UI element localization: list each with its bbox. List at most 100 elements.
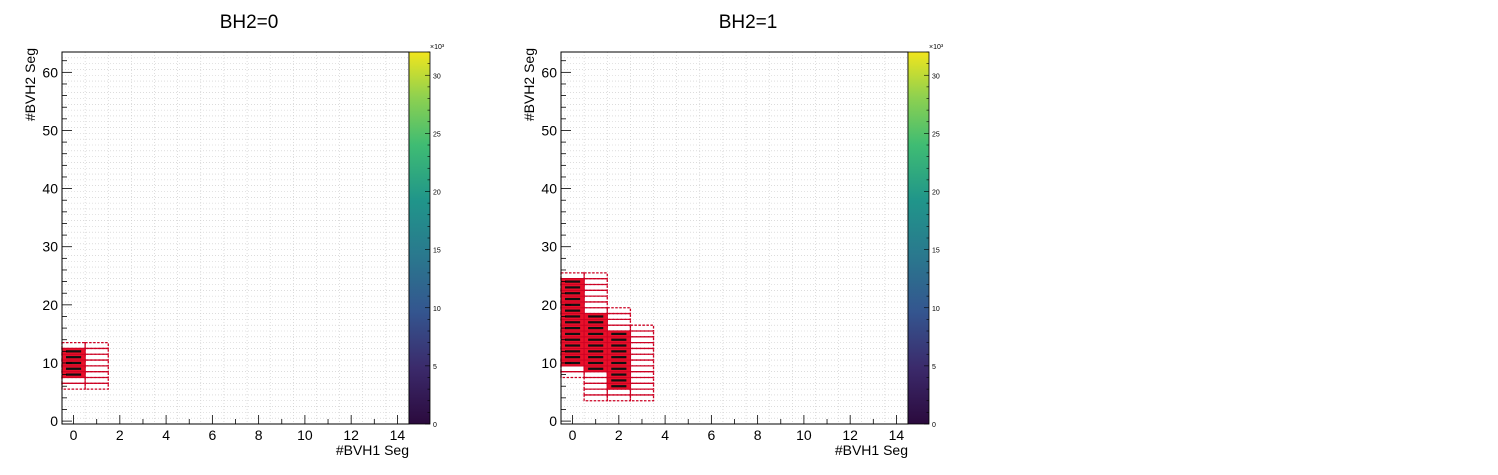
heatmap-cell bbox=[84, 382, 109, 390]
colorbar-ticks-1: 0 5 10 15 20 25 30 bbox=[425, 51, 441, 429]
heatmap-cell bbox=[84, 341, 109, 350]
heatmap-cell bbox=[84, 353, 109, 361]
heatmap-cell bbox=[583, 301, 608, 309]
colorbar-tick-label: 0 bbox=[932, 422, 936, 429]
x-tick-label: 14 bbox=[889, 427, 905, 443]
x-tick-label: 12 bbox=[842, 427, 858, 443]
heatmap-cell bbox=[583, 394, 608, 402]
heatmap-cell bbox=[629, 388, 655, 396]
heatmap-cell bbox=[606, 318, 632, 326]
x-tick-label: 0 bbox=[70, 427, 78, 443]
colorbar-tick-label: 10 bbox=[433, 306, 441, 313]
y-tick-label: 10 bbox=[541, 355, 557, 371]
heatmap-cell bbox=[583, 376, 608, 384]
colorbar-tick-label: 10 bbox=[932, 306, 940, 313]
heatmap-cell bbox=[84, 347, 109, 355]
y-tick-label: 30 bbox=[541, 239, 557, 255]
x-tick-label: 4 bbox=[661, 427, 669, 443]
colorbar-tick-label: 30 bbox=[932, 73, 940, 80]
y-tick-label: 50 bbox=[42, 122, 58, 138]
colorbar-tick-label: 20 bbox=[932, 190, 940, 197]
heatmap-cell bbox=[560, 371, 585, 379]
y-tick-label: 20 bbox=[42, 297, 58, 313]
heatmap-cell bbox=[629, 359, 655, 367]
heatmap-cell bbox=[583, 307, 608, 315]
heatmap-cell bbox=[629, 336, 655, 344]
heatmap-cell bbox=[583, 289, 608, 297]
heatmap-cell bbox=[583, 388, 608, 396]
y-tick-label: 0 bbox=[50, 413, 58, 429]
colorbar-tick-label: 25 bbox=[932, 131, 940, 138]
y-axis-label-2: #BVH2 Seg bbox=[521, 48, 537, 121]
heatmap-cell bbox=[61, 341, 86, 350]
heatmap-cells-1 bbox=[61, 341, 109, 390]
y-tick-label: 10 bbox=[42, 355, 58, 371]
y-tick-label: 50 bbox=[541, 122, 557, 138]
x-axis-label-1: #BVH1 Seg bbox=[336, 442, 409, 458]
colorbar-tick-label: 20 bbox=[433, 190, 441, 197]
heatmap-cell bbox=[606, 307, 632, 315]
axis-ticks-2: 0 2 4 6 8 10 12 14 0 10 20 30 40 50 60 bbox=[541, 60, 905, 443]
heatmap-cell bbox=[61, 376, 86, 384]
x-axis-label-2: #BVH1 Seg bbox=[835, 442, 908, 458]
x-tick-label: 8 bbox=[754, 427, 762, 443]
heatmap-cell bbox=[84, 365, 109, 373]
heatmap-cell bbox=[629, 394, 655, 402]
heatmap-cell bbox=[583, 283, 608, 291]
colorbar-tick-label: 15 bbox=[932, 248, 940, 255]
heatmap-cell bbox=[629, 371, 655, 379]
heatmap-cell bbox=[629, 330, 655, 338]
colorbar-multiplier-1: ×10³ bbox=[430, 44, 445, 51]
heatmap-cell bbox=[84, 359, 109, 367]
heatmap-cell bbox=[606, 324, 632, 332]
heatmap-cell bbox=[606, 388, 632, 396]
heatmap-cell bbox=[606, 312, 632, 321]
x-tick-label: 2 bbox=[116, 427, 124, 443]
y-tick-label: 40 bbox=[541, 181, 557, 197]
colorbar-tick-label: 15 bbox=[433, 248, 441, 255]
plot-panel-2: BH2=1 #BVH2 Seg #BVH1 Seg 0 2 4 6 8 10 12 14 0 10… bbox=[521, 12, 944, 458]
y-tick-label: 60 bbox=[42, 64, 58, 80]
x-tick-label: 10 bbox=[297, 427, 313, 443]
heatmap-cell bbox=[84, 371, 109, 379]
x-tick-label: 8 bbox=[255, 427, 263, 443]
chart-title-1: BH2=0 bbox=[220, 12, 279, 33]
y-axis-label-1: #BVH2 Seg bbox=[22, 48, 38, 121]
x-tick-label: 2 bbox=[615, 427, 623, 443]
x-tick-label: 6 bbox=[208, 427, 216, 443]
heatmap-cell bbox=[560, 365, 585, 373]
heatmap-cell bbox=[629, 347, 655, 355]
colorbar-2 bbox=[907, 51, 930, 425]
y-tick-label: 60 bbox=[541, 64, 557, 80]
x-tick-label: 12 bbox=[343, 427, 359, 443]
colorbar-tick-label: 25 bbox=[433, 131, 441, 138]
heatmap-cell bbox=[583, 371, 608, 379]
heatmap-cell bbox=[61, 382, 86, 390]
heatmap-cell bbox=[629, 341, 655, 350]
y-tick-label: 40 bbox=[42, 181, 58, 197]
x-tick-label: 14 bbox=[390, 427, 406, 443]
heatmap-cell bbox=[84, 376, 109, 384]
heatmap-cell bbox=[606, 394, 632, 402]
colorbar-tick-label: 5 bbox=[433, 364, 437, 371]
heatmap-cell bbox=[629, 365, 655, 373]
colorbar-multiplier-2: ×10³ bbox=[929, 44, 944, 51]
heatmap-cell bbox=[629, 353, 655, 361]
heatmap-cell bbox=[583, 272, 608, 280]
x-tick-label: 4 bbox=[162, 427, 170, 443]
y-tick-label: 0 bbox=[549, 413, 557, 429]
heatmap-cell bbox=[629, 382, 655, 390]
axis-ticks-1: 0 2 4 6 8 10 12 14 0 10 20 30 40 50 60 bbox=[42, 60, 406, 443]
heatmap-cells-2 bbox=[560, 272, 655, 402]
grid-1 bbox=[61, 51, 410, 425]
heatmap-cell bbox=[629, 324, 655, 332]
colorbar-ticks-2: 0 5 10 15 20 25 30 bbox=[924, 51, 940, 429]
y-tick-label: 30 bbox=[42, 239, 58, 255]
chart-title-2: BH2=1 bbox=[719, 12, 778, 33]
y-tick-label: 20 bbox=[541, 297, 557, 313]
heatmap-cell bbox=[583, 382, 608, 390]
heatmap-cell bbox=[583, 295, 608, 303]
heatmap-cell bbox=[629, 376, 655, 384]
colorbar-tick-label: 5 bbox=[932, 364, 936, 371]
